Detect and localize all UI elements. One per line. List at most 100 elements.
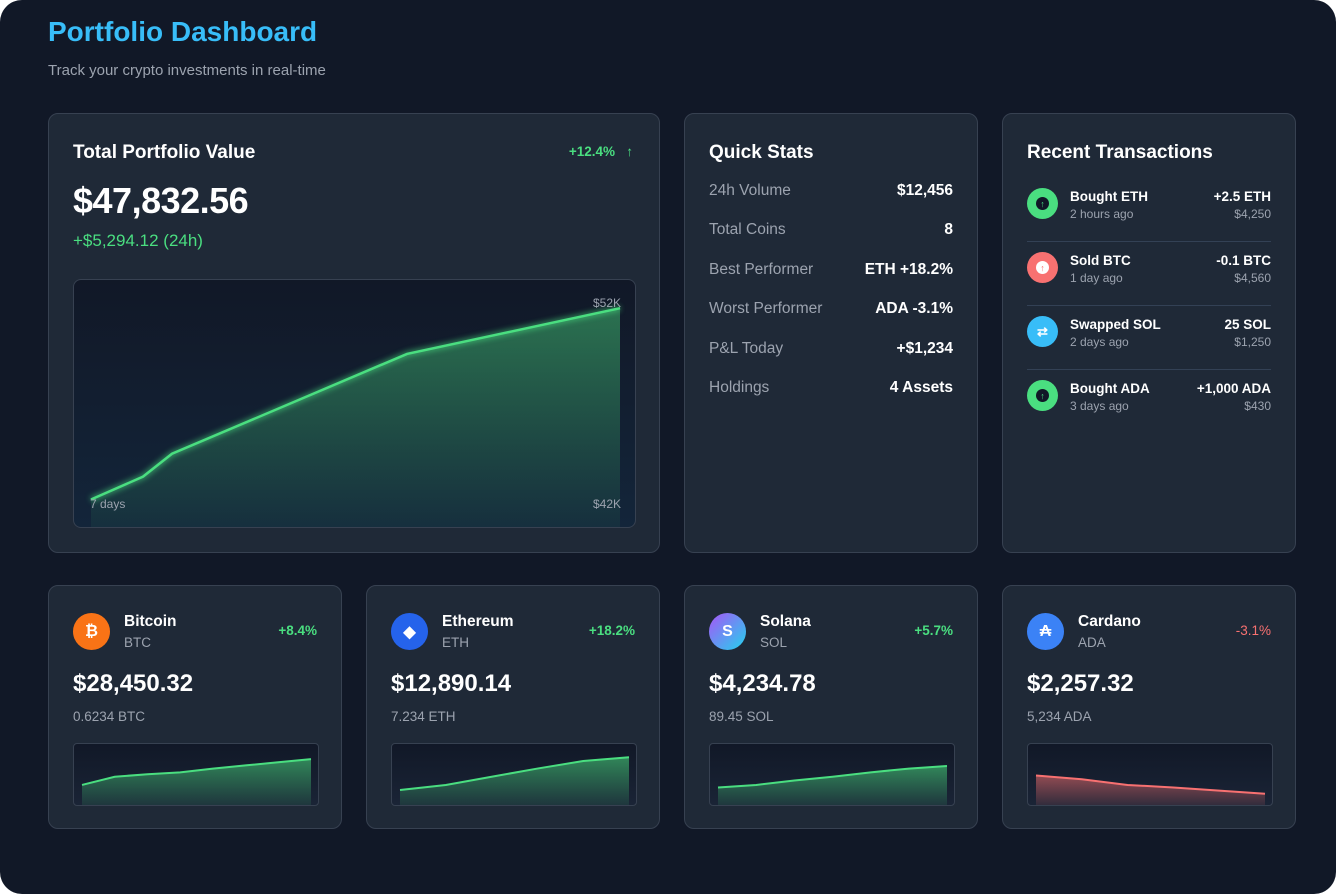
stat-label: 24h Volume	[709, 182, 791, 199]
sparkline-line	[81, 758, 312, 786]
coin-card-ada[interactable]: ₳ Cardano ADA -3.1% $2,257.32 5,234 ADA	[1002, 585, 1296, 829]
coin-name: Ethereum	[442, 613, 514, 630]
sparkline-area	[82, 759, 311, 805]
quick-stats-card: Quick Stats 24h Volume $12,456 Total Coins…	[684, 113, 978, 553]
transaction-time: 2 hours ago	[1070, 207, 1134, 221]
stat-label: Holdings	[709, 379, 770, 396]
ada-logo-icon: ₳	[1027, 613, 1064, 650]
arrow-down-icon: ↑	[1027, 252, 1058, 283]
coin-card-sol[interactable]: S Solana SOL +5.7% $4,234.78 89.45 SOL	[684, 585, 978, 829]
arrow-up-icon: ↑	[1027, 188, 1058, 219]
coin-sparkline	[709, 743, 955, 806]
portfolio-change-badge: +12.4% ↑	[569, 144, 633, 159]
coin-change: +8.4%	[278, 623, 317, 638]
page-subtitle: Track your crypto investments in real-ti…	[48, 62, 326, 79]
transaction-usd: $430	[1244, 399, 1271, 413]
coin-holding: 7.234 ETH	[391, 709, 456, 724]
coin-holding: 0.6234 BTC	[73, 709, 146, 724]
coin-price: $12,890.14	[391, 670, 512, 697]
portfolio-change-pct: +12.4%	[568, 144, 615, 159]
transaction-item[interactable]: ↑ Sold BTC 1 day ago -0.1 BTC $4,560	[1027, 242, 1271, 306]
coin-card-btc[interactable]: ₿ Bitcoin BTC +8.4% $28,450.32 0.6234 BT…	[48, 585, 342, 829]
coin-change: -3.1%	[1235, 623, 1271, 638]
sparkline-line	[399, 756, 630, 791]
stat-row: Worst Performer ADA -3.1%	[709, 300, 953, 318]
coin-symbol: SOL	[760, 635, 788, 650]
transaction-amount: 25 SOL	[1224, 317, 1271, 332]
page-title: Portfolio Dashboard	[48, 16, 318, 47]
swap-icon: ⇄	[1027, 316, 1058, 347]
portfolio-area-chart	[89, 305, 621, 527]
transaction-usd: $4,250	[1234, 207, 1271, 221]
portfolio-chart: $52K $42K 7 days	[73, 279, 636, 528]
sparkline-area	[1036, 775, 1265, 805]
stat-row: Holdings 4 Assets	[709, 379, 953, 397]
coin-holding: 5,234 ADA	[1027, 709, 1092, 724]
arrow-up-icon: ↑	[1027, 380, 1058, 411]
coin-change: +18.2%	[588, 623, 635, 638]
transaction-usd: $4,560	[1234, 271, 1271, 285]
stat-value: +$1,234	[896, 339, 953, 357]
portfolio-value: $47,832.56	[73, 180, 249, 221]
transaction-name: Bought ETH	[1070, 189, 1148, 204]
transaction-time: 1 day ago	[1070, 271, 1123, 285]
transaction-amount: +1,000 ADA	[1196, 381, 1271, 396]
eth-logo-icon: ◆	[391, 613, 428, 650]
stat-value: ETH +18.2%	[864, 260, 953, 278]
coin-price: $28,450.32	[73, 670, 194, 697]
portfolio-card: Total Portfolio Value +12.4% ↑ $47,832.5…	[48, 113, 660, 553]
coin-change: +5.7%	[914, 623, 953, 638]
coin-symbol: BTC	[124, 635, 151, 650]
transaction-item[interactable]: ↑ Bought ETH 2 hours ago +2.5 ETH $4,250	[1027, 178, 1271, 242]
coin-sparkline	[391, 743, 637, 806]
coin-name: Bitcoin	[124, 613, 177, 630]
sparkline-area	[718, 766, 947, 805]
sol-logo-icon: S	[709, 613, 746, 650]
transaction-name: Bought ADA	[1070, 381, 1150, 396]
sparkline-area	[400, 757, 629, 805]
sparkline-line	[717, 765, 948, 789]
coin-symbol: ETH	[442, 635, 469, 650]
coin-sparkline	[73, 743, 319, 806]
stat-label: Total Coins	[709, 221, 786, 239]
transaction-time: 3 days ago	[1070, 399, 1129, 413]
coin-card-eth[interactable]: ◆ Ethereum ETH +18.2% $12,890.14 7.234 E…	[366, 585, 660, 829]
stat-row: Total Coins 8	[709, 221, 953, 239]
stat-value: 4 Assets	[889, 379, 953, 396]
stat-value: ADA -3.1%	[875, 300, 953, 318]
chart-area	[91, 308, 620, 527]
transaction-time: 2 days ago	[1070, 335, 1129, 349]
stat-label: Best Performer	[709, 260, 814, 278]
portfolio-change-24h: +$5,294.12 (24h)	[73, 231, 203, 250]
stat-row: P&L Today +$1,234	[709, 340, 953, 358]
coin-price: $4,234.78	[709, 670, 816, 697]
transaction-item[interactable]: ⇄ Swapped SOL 2 days ago 25 SOL $1,250	[1027, 306, 1271, 370]
coin-sparkline	[1027, 743, 1273, 806]
transaction-name: Sold BTC	[1070, 253, 1131, 268]
y-min-label: $42K	[592, 497, 621, 511]
transactions-card: Recent Transactions ↑ Bought ETH 2 hours…	[1002, 113, 1296, 553]
transaction-amount: -0.1 BTC	[1216, 253, 1271, 268]
btc-logo-icon: ₿	[73, 613, 110, 650]
portfolio-title: Total Portfolio Value	[73, 142, 256, 163]
sparkline-line	[1035, 774, 1266, 795]
arrow-up-icon: ↑	[626, 144, 633, 159]
y-max-label: $52K	[592, 296, 621, 310]
transaction-usd: $1,250	[1234, 335, 1271, 349]
coin-symbol: ADA	[1078, 635, 1106, 650]
coin-price: $2,257.32	[1027, 670, 1134, 697]
stat-label: Worst Performer	[709, 300, 823, 318]
transaction-name: Swapped SOL	[1070, 317, 1161, 332]
stat-row: Best Performer ETH +18.2%	[709, 261, 953, 279]
stat-row: 24h Volume $12,456	[709, 182, 953, 200]
coin-holding: 89.45 SOL	[709, 709, 774, 724]
coin-name: Solana	[760, 613, 811, 630]
stat-value: $12,456	[896, 182, 953, 199]
transactions-title: Recent Transactions	[1027, 142, 1213, 163]
coin-name: Cardano	[1078, 613, 1141, 630]
quick-stats-title: Quick Stats	[709, 142, 814, 163]
stat-value: 8	[944, 221, 953, 239]
transaction-item[interactable]: ↑ Bought ADA 3 days ago +1,000 ADA $430	[1027, 370, 1271, 434]
stat-label: P&L Today	[709, 339, 784, 357]
